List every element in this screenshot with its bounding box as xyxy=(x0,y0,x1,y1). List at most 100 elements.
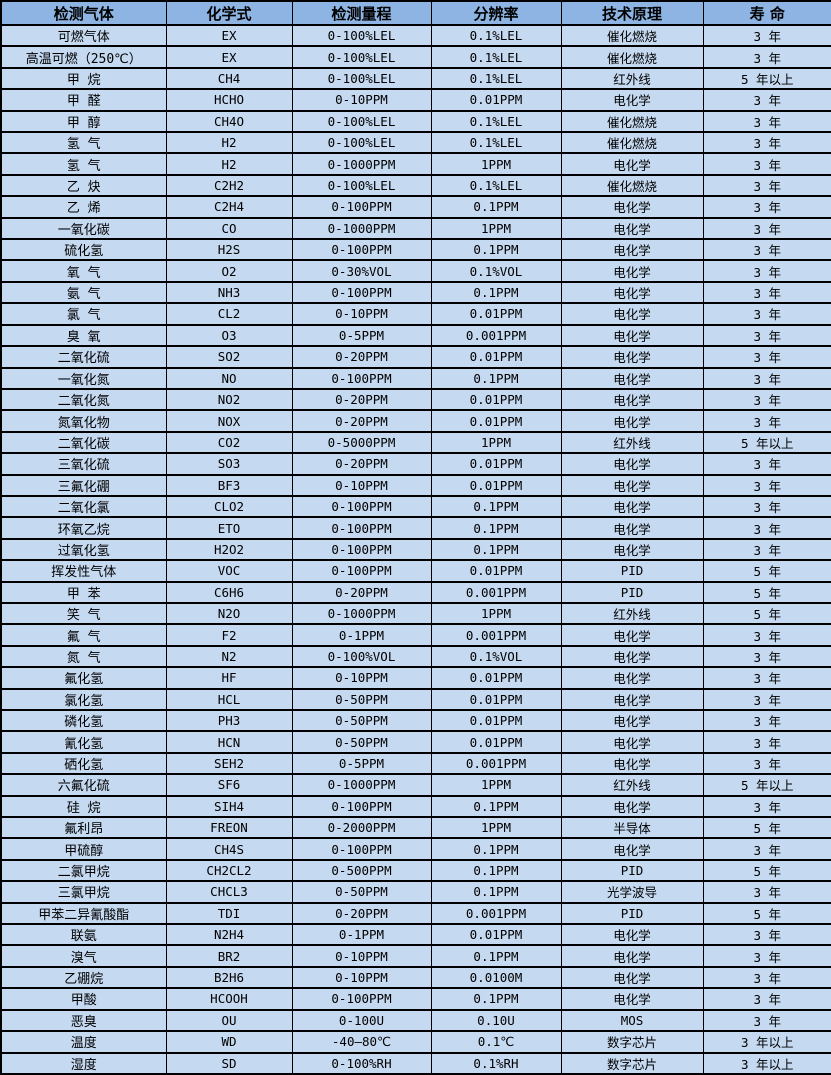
cell-detection-range: 0-10PPM xyxy=(291,302,432,326)
cell-gas-name: 恶臭 xyxy=(0,1008,167,1033)
cell-chemical-formula: NOX xyxy=(165,409,293,433)
cell-gas-name: 二氧化硫 xyxy=(0,345,167,369)
cell-tech-principle: 数字芯片 xyxy=(560,1051,704,1075)
cell-lifespan: 3 年以上 xyxy=(702,1030,831,1054)
cell-lifespan: 3 年 xyxy=(702,45,831,69)
cell-lifespan: 5 年 xyxy=(702,580,831,604)
cell-tech-principle: 电化学 xyxy=(560,280,704,305)
cell-resolution: 0.0100M xyxy=(430,965,562,990)
cell-resolution: 0.01PPM xyxy=(430,687,562,712)
cell-resolution: 0.1PPM xyxy=(430,516,562,540)
cell-lifespan: 3 年 xyxy=(702,387,831,412)
table-row: 温度 WD -40—80℃ 0.1℃ 数字芯片 3 年以上 xyxy=(0,1030,831,1054)
cell-gas-name: 硒化氢 xyxy=(0,751,167,776)
cell-tech-principle: 红外线 xyxy=(560,430,704,455)
cell-detection-range: 0-100%LEL xyxy=(291,131,432,155)
cell-gas-name: 联氨 xyxy=(0,923,167,947)
cell-tech-principle: 电化学 xyxy=(560,452,704,476)
cell-chemical-formula: CO2 xyxy=(165,430,293,455)
cell-lifespan: 3 年 xyxy=(702,131,831,155)
cell-chemical-formula: F2 xyxy=(165,623,293,647)
cell-lifespan: 3 年 xyxy=(702,88,831,112)
cell-chemical-formula: H2 xyxy=(165,152,293,176)
cell-gas-name: 氧 气 xyxy=(0,259,167,283)
cell-detection-range: 0-20PPM xyxy=(291,580,432,604)
cell-lifespan: 5 年以上 xyxy=(702,773,831,797)
table-row: 臭 氧 O3 0-5PPM 0.001PPM 电化学 3 年 xyxy=(0,323,831,348)
cell-tech-principle: 电化学 xyxy=(560,302,704,326)
cell-lifespan: 3 年 xyxy=(702,944,831,968)
cell-detection-range: 0-30%VOL xyxy=(291,259,432,283)
table-row: 二氯甲烷 CH2CL2 0-500PPM 0.1PPM PID 5 年 xyxy=(0,858,831,883)
cell-lifespan: 3 年 xyxy=(702,987,831,1011)
table-row: 一氧化氮 NO 0-100PPM 0.1PPM 电化学 3 年 xyxy=(0,366,831,390)
cell-resolution: 0.01PPM xyxy=(430,559,562,583)
cell-detection-range: 0-100%LEL xyxy=(291,23,432,48)
table-row: 甲酸 HCOOH 0-100PPM 0.1PPM 电化学 3 年 xyxy=(0,987,831,1011)
cell-gas-name: 二氧化氮 xyxy=(0,387,167,412)
cell-tech-principle: 电化学 xyxy=(560,923,704,947)
cell-detection-range: 0-50PPM xyxy=(291,880,432,904)
cell-detection-range: 0-10PPM xyxy=(291,944,432,968)
cell-chemical-formula: C2H2 xyxy=(165,173,293,198)
cell-chemical-formula: H2S xyxy=(165,238,293,262)
cell-resolution: 0.01PPM xyxy=(430,708,562,733)
cell-tech-principle: 红外线 xyxy=(560,66,704,91)
cell-gas-name: 硅 烷 xyxy=(0,794,167,819)
cell-chemical-formula: NH3 xyxy=(165,280,293,305)
cell-gas-name: 六氟化硫 xyxy=(0,773,167,797)
cell-detection-range: 0-100PPM xyxy=(291,794,432,819)
cell-detection-range: 0-500PPM xyxy=(291,858,432,883)
table-row: 联氨 N2H4 0-1PPM 0.01PPM 电化学 3 年 xyxy=(0,923,831,947)
cell-chemical-formula: HCOOH xyxy=(165,987,293,1011)
cell-chemical-formula: N2H4 xyxy=(165,923,293,947)
cell-chemical-formula: HCN xyxy=(165,730,293,754)
cell-tech-principle: 电化学 xyxy=(560,216,704,241)
cell-tech-principle: 电化学 xyxy=(560,644,704,669)
table-row: 二氧化碳 CO2 0-5000PPM 1PPM 红外线 5 年以上 xyxy=(0,430,831,455)
cell-detection-range: 0-50PPM xyxy=(291,708,432,733)
cell-gas-name: 笑 气 xyxy=(0,601,167,626)
cell-resolution: 0.1%LEL xyxy=(430,131,562,155)
cell-chemical-formula: EX xyxy=(165,23,293,48)
cell-detection-range: 0-100PPM xyxy=(291,987,432,1011)
table-row: 氮 气 N2 0-100%VOL 0.1%VOL 电化学 3 年 xyxy=(0,644,831,669)
cell-detection-range: 0-100U xyxy=(291,1008,432,1033)
cell-tech-principle: 电化学 xyxy=(560,259,704,283)
cell-lifespan: 5 年 xyxy=(702,901,831,926)
table-row: 氟利昂 FREON 0-2000PPM 1PPM 半导体 5 年 xyxy=(0,816,831,840)
cell-chemical-formula: CH2CL2 xyxy=(165,858,293,883)
cell-resolution: 0.1PPM xyxy=(430,858,562,883)
cell-gas-name: 高温可燃（250℃） xyxy=(0,45,167,69)
table-row: 乙硼烷 B2H6 0-10PPM 0.0100M 电化学 3 年 xyxy=(0,965,831,990)
cell-gas-name: 甲酸 xyxy=(0,987,167,1011)
cell-gas-name: 甲 醇 xyxy=(0,109,167,134)
cell-resolution: 0.1%LEL xyxy=(430,173,562,198)
cell-lifespan: 5 年 xyxy=(702,601,831,626)
table-row: 氢 气 H2 0-1000PPM 1PPM 电化学 3 年 xyxy=(0,152,831,176)
cell-detection-range: 0-5PPM xyxy=(291,751,432,776)
cell-lifespan: 3 年 xyxy=(702,494,831,519)
cell-detection-range: 0-10PPM xyxy=(291,666,432,690)
cell-resolution: 1PPM xyxy=(430,601,562,626)
cell-tech-principle: PID xyxy=(560,580,704,604)
cell-gas-name: 氯化氢 xyxy=(0,687,167,712)
cell-lifespan: 3 年 xyxy=(702,409,831,433)
cell-resolution: 0.01PPM xyxy=(430,923,562,947)
table-body: 可燃气体 EX 0-100%LEL 0.1%LEL 催化燃烧 3 年高温可燃（250℃） E… xyxy=(0,23,831,1075)
cell-resolution: 0.001PPM xyxy=(430,751,562,776)
table-row: 三氯甲烷 CHCL3 0-50PPM 0.1PPM 光学波导 3 年 xyxy=(0,880,831,904)
cell-lifespan: 5 年 xyxy=(702,559,831,583)
cell-chemical-formula: SF6 xyxy=(165,773,293,797)
cell-detection-range: 0-20PPM xyxy=(291,345,432,369)
cell-tech-principle: 电化学 xyxy=(560,965,704,990)
cell-lifespan: 3 年 xyxy=(702,23,831,48)
cell-resolution: 0.01PPM xyxy=(430,302,562,326)
cell-tech-principle: 电化学 xyxy=(560,666,704,690)
cell-resolution: 0.10U xyxy=(430,1008,562,1033)
cell-lifespan: 3 年 xyxy=(702,280,831,305)
cell-tech-principle: 电化学 xyxy=(560,687,704,712)
cell-detection-range: 0-100%LEL xyxy=(291,173,432,198)
cell-detection-range: 0-1000PPM xyxy=(291,773,432,797)
